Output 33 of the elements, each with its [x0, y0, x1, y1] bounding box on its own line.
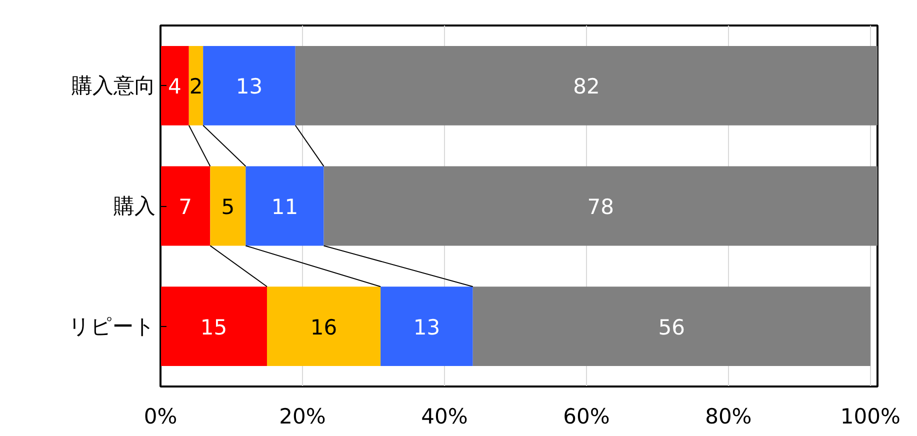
bar	[380, 286, 473, 366]
y-tick-label: 購入	[114, 194, 156, 218]
bar	[472, 286, 870, 366]
data-label: 16	[310, 315, 338, 340]
data-label: 78	[587, 195, 614, 219]
bar	[210, 166, 246, 246]
data-label: 15	[200, 315, 228, 340]
data-label: 82	[573, 74, 600, 99]
data-label: 7	[178, 195, 192, 219]
data-label: 5	[221, 195, 235, 219]
data-label: 13	[413, 315, 440, 340]
bar	[203, 46, 296, 126]
x-tick-label: 0%	[144, 404, 178, 428]
x-tick-label: 80%	[705, 404, 752, 428]
data-label: 2	[189, 74, 203, 99]
data-label: 4	[168, 74, 182, 99]
bar	[188, 46, 204, 126]
x-tick-label: 60%	[563, 404, 610, 428]
bar	[160, 46, 189, 126]
data-label: 56	[658, 315, 685, 340]
bar	[266, 286, 381, 366]
bar	[246, 166, 324, 246]
x-tick-label: 40%	[421, 404, 468, 428]
bar	[295, 46, 878, 126]
y-tick-label: 購入意向	[72, 74, 156, 98]
bar	[324, 166, 878, 246]
x-tick-label: 20%	[279, 404, 326, 428]
data-label: 11	[271, 195, 298, 219]
y-tick-label: リピート	[68, 314, 156, 338]
bar	[160, 286, 267, 366]
x-tick-label: 100%	[840, 404, 900, 428]
bar	[160, 166, 210, 246]
data-label: 13	[236, 74, 263, 99]
